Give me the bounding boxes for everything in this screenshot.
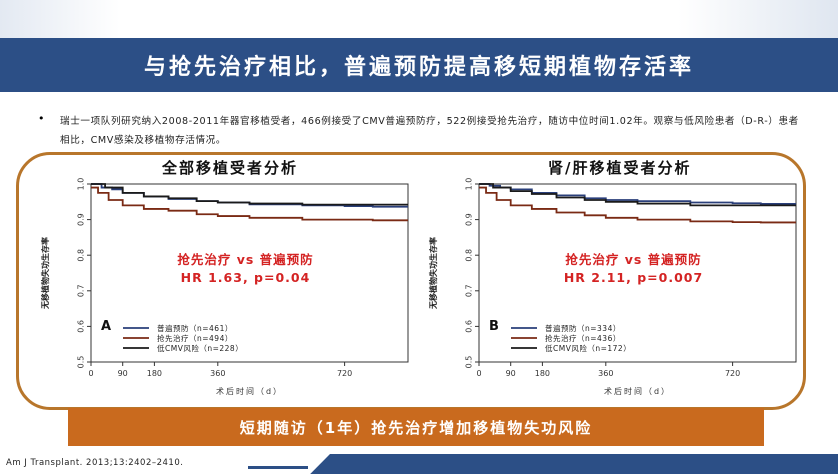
y-tick-label: 0.8 xyxy=(465,249,474,262)
title-band: 与抢先治疗相比，普遍预防提高移短期植物存活率 xyxy=(0,38,838,92)
plot-frame xyxy=(478,183,797,363)
x-tick-label: 0 xyxy=(476,369,481,378)
y-axis-label: 无移植物失功生存率 xyxy=(40,237,50,310)
footer-white-section xyxy=(0,454,330,474)
legend-label-2: 低CMV风险（n=172） xyxy=(545,343,631,353)
annotation-hr: HR 1.63, p=0.04 xyxy=(181,270,311,285)
annotation-hr: HR 2.11, p=0.007 xyxy=(564,270,703,285)
panel-letter: A xyxy=(101,319,111,334)
series-line-1 xyxy=(479,186,796,224)
y-tick-label: 0.6 xyxy=(465,320,474,333)
survival-chart-b: 1.0 0.9 0.8 0.7 0.6 0.50 90 180 360 720 术后时间（d） 无移植… xyxy=(428,178,797,396)
decor-top-left xyxy=(0,0,120,38)
y-axis-label: 无移植物失功生存率 xyxy=(428,237,438,310)
x-tick-label: 90 xyxy=(118,369,128,378)
y-tick-label: 0.7 xyxy=(465,284,474,297)
bullet-text: 瑞士一项队列研究纳入2008-2011年器官移植受者，466例接受了CMV普遍预… xyxy=(60,116,799,146)
x-tick-label: 180 xyxy=(535,369,550,378)
x-tick-label: 720 xyxy=(337,369,352,378)
citation: Am J Transplant. 2013;13:2402–2410. xyxy=(6,458,184,468)
y-tick-label: 0.9 xyxy=(77,213,86,226)
annotation-comparison: 抢先治疗 vs 普遍预防 xyxy=(565,252,701,267)
y-tick-label: 1.0 xyxy=(465,178,474,191)
annotation-comparison: 抢先治疗 vs 普遍预防 xyxy=(177,252,313,267)
x-axis-label: 术后时间（d） xyxy=(604,386,671,396)
footer-accent xyxy=(248,466,308,469)
series-line-2 xyxy=(479,183,796,207)
y-tick-label: 1.0 xyxy=(77,178,86,191)
y-tick-label: 0.5 xyxy=(77,356,86,369)
y-tick-label: 0.8 xyxy=(77,249,86,262)
x-tick-label: 360 xyxy=(598,369,613,378)
slide-title: 与抢先治疗相比，普遍预防提高移短期植物存活率 xyxy=(143,55,694,80)
x-tick-label: 360 xyxy=(210,369,225,378)
conclusion-banner: 短期随访（1年）抢先治疗增加移植物失功风险 xyxy=(68,408,764,446)
title-area: 与抢先治疗相比，普遍预防提高移短期植物存活率 xyxy=(0,0,838,92)
panel-a-title: 全部移植受者分析 xyxy=(162,159,299,177)
legend-label-2: 低CMV风险（n=228） xyxy=(157,343,243,353)
legend-label-1: 抢先治疗（n=494） xyxy=(157,333,233,343)
x-tick-label: 720 xyxy=(725,369,740,378)
plot-frame xyxy=(90,183,409,363)
panel-letter: B xyxy=(489,319,499,334)
x-axis-label: 术后时间（d） xyxy=(216,386,283,396)
series-line-1 xyxy=(91,186,408,222)
y-tick-label: 0.9 xyxy=(465,213,474,226)
x-tick-label: 180 xyxy=(147,369,162,378)
y-tick-label: 0.6 xyxy=(77,320,86,333)
bullet-row: • 瑞士一项队列研究纳入2008-2011年器官移植受者，466例接受了CMV普… xyxy=(38,112,808,150)
y-tick-label: 0.5 xyxy=(465,356,474,369)
decor-top-right xyxy=(678,0,838,38)
charts-frame xyxy=(16,152,806,410)
legend-label-1: 抢先治疗（n=436） xyxy=(545,333,621,343)
x-tick-label: 90 xyxy=(506,369,516,378)
legend-label-0: 普遍预防（n=334） xyxy=(545,323,621,333)
survival-chart-a: 1.0 0.9 0.8 0.7 0.6 0.50 90 180 360 720 术后时间（d） 无移植… xyxy=(40,178,409,396)
x-tick-label: 0 xyxy=(88,369,93,378)
legend-label-0: 普遍预防（n=461） xyxy=(157,323,233,333)
panel-b-title: 肾/肝移植受者分析 xyxy=(548,159,692,177)
bullet-dot: • xyxy=(38,112,45,125)
banner-text: 短期随访（1年）抢先治疗增加移植物失功风险 xyxy=(239,418,593,437)
y-tick-label: 0.7 xyxy=(77,284,86,297)
series-line-2 xyxy=(91,183,408,206)
